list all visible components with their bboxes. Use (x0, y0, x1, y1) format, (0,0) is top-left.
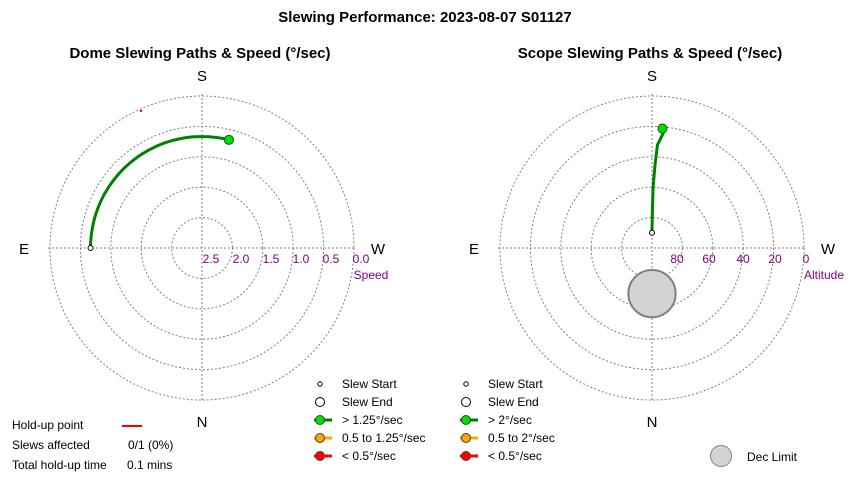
scope-legend-end-symbol (461, 397, 471, 407)
scope-radial-axis-label: Altitude (804, 268, 844, 282)
dome-slew-path (89, 135, 231, 250)
dome-radial-tick-label: 0.5 (323, 252, 340, 266)
scope-radial-tick-label: 80 (670, 252, 684, 266)
scope-radial-tick-label: 0 (803, 252, 810, 266)
scope-legend-label: > 2°/sec (488, 413, 532, 427)
dome-grid-circle (140, 186, 264, 310)
dome-slew-end-marker (223, 134, 234, 145)
dome-radial-tick-label: 2.0 (233, 252, 250, 266)
scope-legend-label: Slew End (488, 395, 539, 409)
scope-direction-right: W (821, 241, 836, 258)
scope-legend-dec-limit-label: Dec Limit (747, 450, 798, 464)
scope-slew-start-marker (649, 229, 655, 236)
scope-legend-label: Slew Start (488, 377, 543, 391)
scope-legend-marker (461, 415, 471, 425)
dome-direction-bottom: N (197, 414, 208, 431)
dome-radial-tick-label: 1.0 (293, 252, 310, 266)
scope-dec-limit-circle (627, 268, 677, 319)
dome-direction-top: S (197, 68, 207, 85)
dome-legend-label: 0.5 to 1.25°/sec (342, 431, 426, 445)
dome-radial-axis-label: Speed (354, 268, 389, 282)
dome-legend-label: Slew Start (342, 377, 397, 391)
dome-radial-tick-label: 0.0 (353, 252, 370, 266)
scope-radial-tick-label: 60 (702, 252, 716, 266)
scope-legend-start-symbol (463, 381, 469, 387)
dome-radial-tick-label: 2.5 (203, 252, 220, 266)
dome-radial-tick-label: 1.5 (263, 252, 280, 266)
scope-direction-top: S (647, 68, 657, 85)
dome-direction-right: W (371, 241, 386, 258)
holdup-point-swatch (122, 425, 142, 427)
scope-slew-end-marker (657, 123, 668, 134)
scope-grid-circle (590, 186, 714, 310)
dome-holdup-point (139, 109, 143, 113)
dome-legend-marker (315, 415, 325, 425)
dome-slew-start-marker (87, 245, 94, 251)
holdup-time-label: Total hold-up time (12, 458, 107, 472)
slews-affected-label: Slews affected (12, 438, 90, 452)
scope-legend-dec-limit-symbol (710, 445, 732, 467)
scope-radial-tick-label: 40 (736, 252, 750, 266)
holdup-time-value: 0.1 mins (127, 458, 173, 472)
scope-legend-marker (461, 451, 471, 461)
slews-affected-value: 0/1 (0%) (128, 438, 174, 452)
dome-legend-label: Slew End (342, 395, 393, 409)
scope-direction-left: E (469, 241, 479, 258)
scope-panel-title: Scope Slewing Paths & Speed (°/sec) (517, 45, 783, 62)
scope-legend-label: < 0.5°/sec (488, 449, 542, 463)
dome-legend-label: < 0.5°/sec (342, 449, 396, 463)
scope-slew-path (650, 127, 665, 235)
dome-direction-left: E (19, 241, 29, 258)
dome-legend-marker (315, 451, 325, 461)
dome-legend-end-symbol (315, 397, 325, 407)
dome-legend-label: > 1.25°/sec (342, 413, 403, 427)
dome-legend-start-symbol (317, 381, 323, 387)
holdup-point-label: Hold-up point (12, 418, 84, 432)
scope-legend-marker (461, 433, 471, 443)
dome-legend-marker (315, 433, 325, 443)
scope-legend-label: 0.5 to 2°/sec (488, 431, 555, 445)
figure-title: Slewing Performance: 2023-08-07 S01127 (278, 9, 572, 26)
scope-radial-tick-label: 20 (768, 252, 782, 266)
scope-direction-bottom: N (647, 414, 658, 431)
dome-panel-title: Dome Slewing Paths & Speed (°/sec) (69, 45, 331, 62)
